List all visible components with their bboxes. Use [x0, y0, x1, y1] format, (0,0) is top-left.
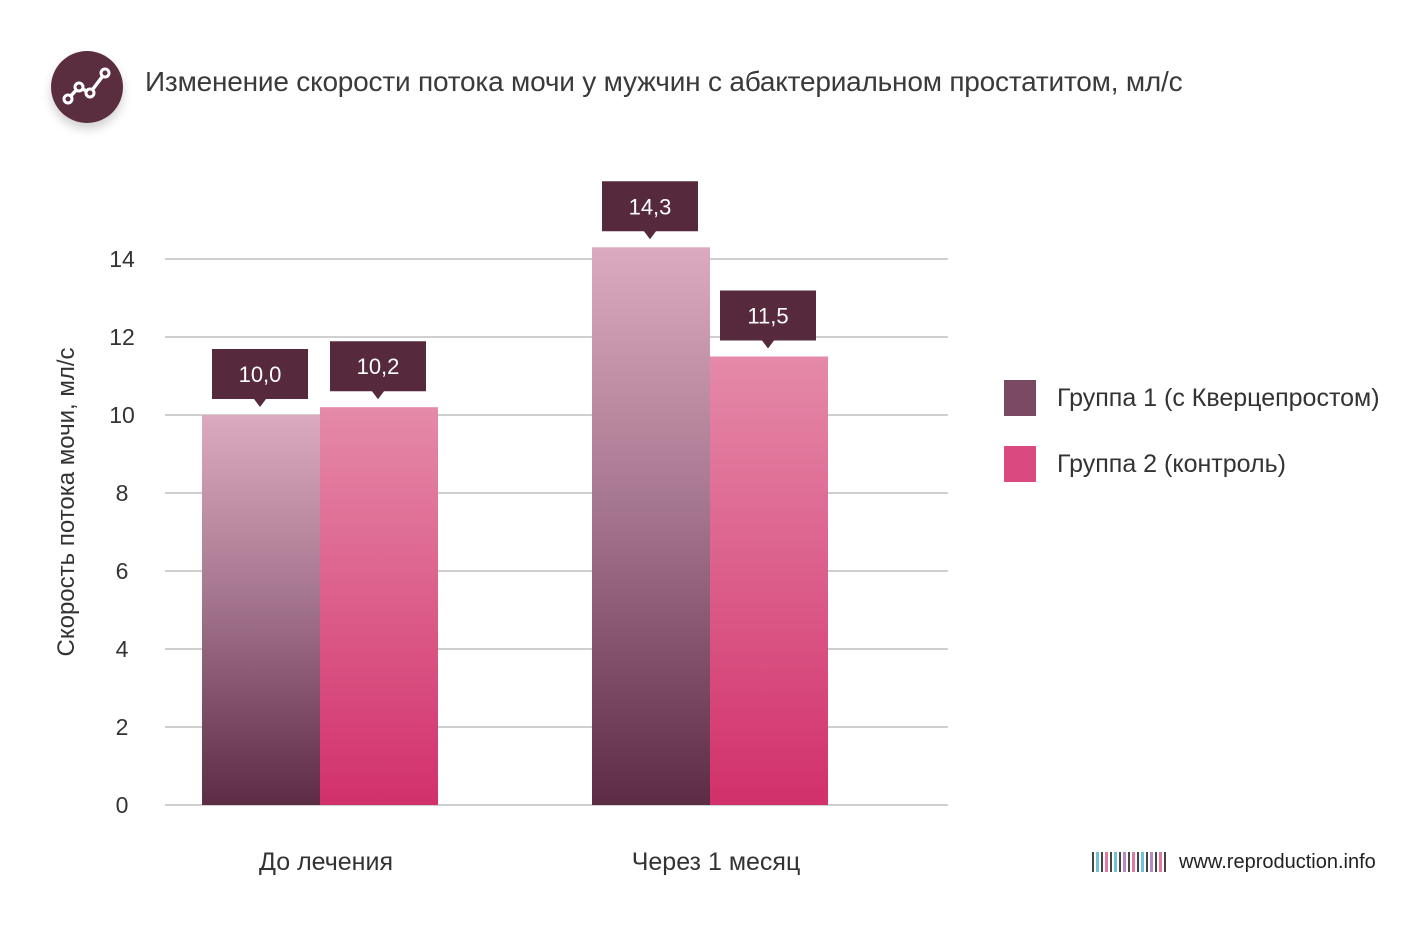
y-tick-label: 2 [116, 714, 129, 740]
chart-title: Изменение скорости потока мочи у мужчин … [145, 66, 1183, 97]
data-label-box [602, 181, 698, 240]
barcode-logo-icon [1092, 852, 1166, 872]
data-label-box [720, 290, 816, 349]
data-label: 14,3 [629, 194, 672, 219]
bar-series1-1 [202, 415, 320, 805]
bar-series2-1 [320, 407, 438, 805]
site-url[interactable]: www.reproduction.info [1179, 851, 1376, 873]
legend-label-group2: Группа 2 (контроль) [1057, 450, 1286, 478]
bar-series1-2 [592, 247, 710, 806]
data-labels: 10,0 10,2 14,3 11,5 [212, 181, 816, 407]
legend-swatch-group2 [1004, 446, 1036, 482]
y-tick-label: 4 [116, 636, 129, 662]
y-tick-label: 8 [116, 480, 129, 506]
y-tick-label: 10 [109, 402, 135, 428]
data-label: 10,0 [239, 362, 282, 387]
y-tick-label: 12 [109, 324, 135, 350]
data-label: 10,2 [357, 354, 400, 379]
data-label-box [330, 341, 426, 400]
data-label: 11,5 [747, 304, 788, 329]
trend-line-icon [51, 51, 123, 123]
data-label-box [212, 349, 308, 407]
bar-series2-2 [710, 356, 828, 805]
bars [202, 247, 828, 806]
y-tick-label: 14 [109, 246, 135, 272]
legend-label-group1: Группа 1 (с Кверцепростом) [1057, 384, 1380, 412]
y-tick-label: 0 [116, 792, 129, 818]
x-category-label: До лечения [259, 848, 393, 876]
legend-swatch-group1 [1004, 380, 1036, 416]
axis-labels: 0 2 4 6 8 10 12 14 Скорость потока мочи, мл/с До … [53, 246, 800, 876]
y-tick-label: 6 [116, 558, 129, 584]
x-category-label: Через 1 месяц [632, 848, 801, 876]
y-axis-title: Скорость потока мочи, мл/с [53, 348, 80, 657]
